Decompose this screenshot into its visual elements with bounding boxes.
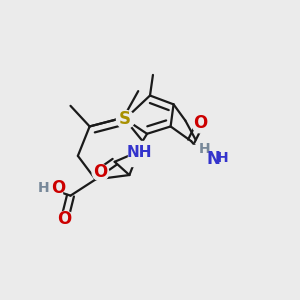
Text: H: H: [199, 142, 210, 157]
Text: S: S: [119, 110, 131, 128]
Text: O: O: [58, 210, 72, 228]
Text: H: H: [38, 181, 49, 195]
Text: H: H: [217, 151, 228, 165]
Text: N: N: [207, 150, 221, 168]
Text: O: O: [93, 163, 107, 181]
Text: O: O: [51, 179, 66, 197]
Text: NH: NH: [127, 146, 152, 160]
Text: O: O: [193, 115, 207, 133]
